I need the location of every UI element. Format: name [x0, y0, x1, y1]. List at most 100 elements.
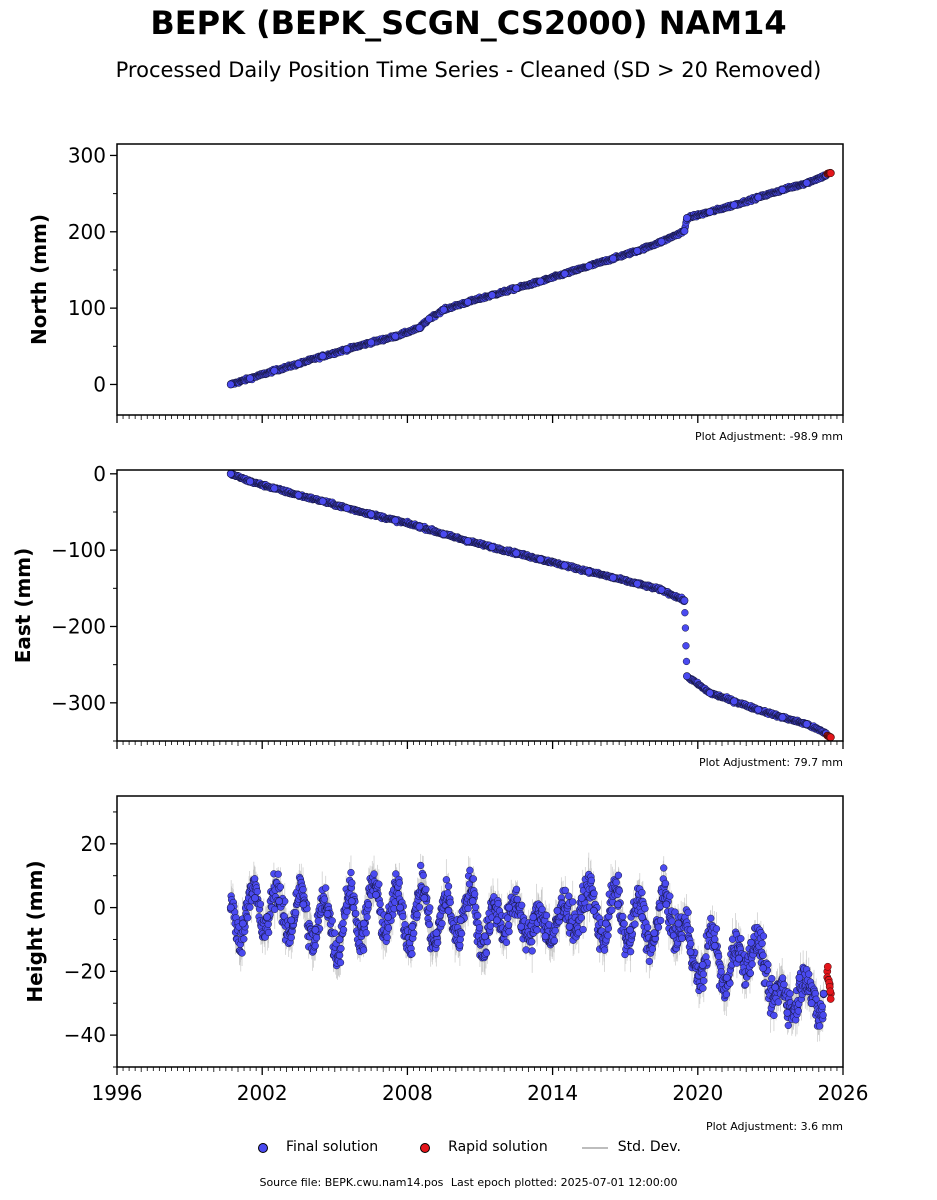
final-point — [505, 928, 513, 936]
final-point — [706, 689, 714, 697]
final-point — [256, 900, 265, 908]
final-point — [486, 922, 495, 930]
final-point — [331, 929, 339, 937]
y-tick-label: 200 — [68, 220, 106, 244]
final-point — [550, 936, 559, 945]
final-point — [680, 596, 689, 605]
final-point — [668, 917, 676, 925]
final-point — [654, 923, 663, 931]
final-point — [682, 642, 690, 650]
final-point — [439, 305, 448, 314]
final-point — [661, 879, 670, 888]
final-point — [802, 720, 811, 729]
final-point — [469, 875, 478, 883]
final-point — [426, 904, 434, 912]
final-point — [633, 579, 642, 588]
final-point — [422, 885, 430, 894]
final-point — [362, 929, 370, 937]
final-point — [590, 889, 598, 898]
final-point — [413, 910, 421, 919]
final-point — [626, 948, 635, 956]
final-point — [620, 920, 628, 928]
final-point — [226, 470, 235, 478]
final-point — [343, 907, 351, 916]
final-point — [609, 254, 617, 263]
final-point — [226, 380, 235, 389]
final-point — [463, 298, 472, 306]
final-point — [681, 624, 690, 632]
final-point — [464, 904, 472, 913]
final-point — [276, 883, 285, 891]
final-point — [482, 949, 491, 957]
final-point — [347, 868, 355, 877]
final-point — [359, 946, 368, 954]
final-point — [410, 929, 418, 937]
final-point — [419, 871, 427, 880]
final-point — [246, 374, 254, 383]
panel-2-marks — [226, 852, 835, 1042]
final-point — [463, 537, 472, 545]
final-point — [536, 555, 545, 564]
final-point — [619, 912, 627, 921]
final-point — [417, 861, 425, 870]
final-point — [363, 913, 371, 921]
final-point — [253, 887, 261, 896]
final-point — [730, 201, 738, 209]
final-point — [754, 193, 763, 202]
final-point — [246, 477, 254, 486]
final-point — [442, 876, 451, 884]
final-point — [528, 938, 536, 946]
final-point — [244, 914, 252, 922]
final-point — [318, 352, 327, 361]
final-point — [565, 892, 573, 900]
final-point — [311, 942, 319, 950]
final-point — [645, 957, 654, 966]
final-point — [287, 933, 295, 942]
final-point — [446, 898, 454, 907]
final-point — [569, 898, 577, 906]
final-point — [466, 866, 474, 874]
final-point — [585, 262, 593, 271]
final-point — [434, 938, 442, 947]
final-point — [754, 705, 763, 714]
final-point — [425, 314, 434, 323]
final-point — [339, 919, 347, 927]
final-point — [251, 875, 259, 883]
y-axis-label: East (mm) — [11, 548, 35, 664]
final-point — [246, 903, 254, 911]
final-point — [408, 950, 416, 958]
final-point — [291, 908, 300, 917]
final-point — [399, 912, 407, 921]
final-point — [294, 491, 303, 500]
final-point — [391, 332, 400, 341]
final-point — [314, 917, 322, 925]
final-point — [502, 938, 511, 947]
final-point — [678, 934, 686, 942]
final-point — [560, 269, 569, 278]
final-point — [614, 871, 623, 879]
final-point — [633, 246, 642, 255]
panel-frame — [116, 143, 844, 416]
final-point — [587, 876, 596, 885]
final-point — [643, 923, 652, 932]
final-point — [522, 946, 530, 954]
final-point — [370, 870, 378, 878]
final-point — [391, 516, 400, 525]
y-tick-label: 300 — [68, 143, 106, 167]
final-point — [604, 932, 612, 940]
final-point — [518, 901, 526, 909]
final-point — [320, 895, 329, 903]
final-point — [328, 917, 336, 925]
final-point — [538, 905, 546, 913]
final-point — [657, 585, 666, 594]
final-point — [631, 920, 639, 928]
final-point — [352, 909, 360, 918]
final-point — [364, 901, 373, 909]
final-point — [375, 880, 383, 888]
final-point — [367, 510, 375, 519]
final-point — [342, 504, 351, 513]
final-point — [299, 885, 307, 894]
final-point — [561, 886, 569, 895]
final-point — [457, 929, 466, 938]
final-point — [536, 277, 545, 286]
